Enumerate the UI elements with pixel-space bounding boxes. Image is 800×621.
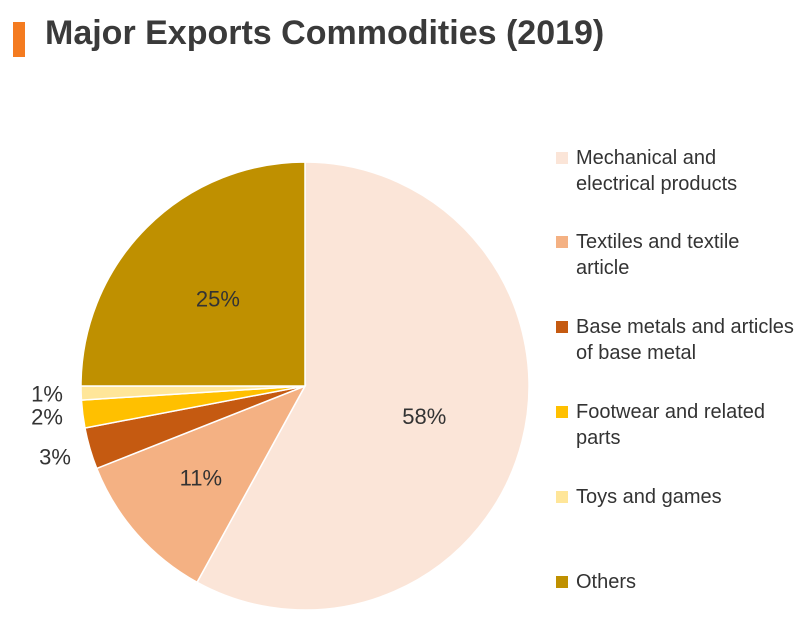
legend-item-mechanical: Mechanical and electrical products [556,145,796,197]
pie-label-others: 25% [196,286,240,311]
legend-label: Textiles and textile article [576,231,740,279]
legend-swatch [556,236,568,248]
legend-item-toys: Toys and games [556,484,796,510]
pie-label-footwear: 2% [31,405,63,430]
legend-swatch [556,321,568,333]
legend-swatch [556,152,568,164]
legend-swatch [556,406,568,418]
legend-item-footwear: Footwear and related parts [556,399,796,451]
pie-slice-mechanical [196,161,530,611]
legend-label: Footwear and related parts [576,401,766,449]
legend-swatch [556,576,568,588]
legend-label: Others [576,571,637,593]
title-accent-bar [13,22,25,57]
pie-label-base-metals: 3% [39,445,71,470]
pie-label-mechanical: 58% [402,404,446,429]
legend-label: Toys and games [576,486,722,508]
legend-label: Base metals and articles of base metal [576,316,794,364]
legend-item-others: Others [556,569,796,595]
pie-label-toys: 1% [31,382,63,407]
legend-swatch [556,491,568,503]
pie-slice-textiles [95,384,307,584]
legend-item-base-metals: Base metals and articles of base metal [556,314,796,366]
legend-label: Mechanical and electrical products [576,147,738,195]
page-title: Major Exports Commodities (2019) [45,14,605,52]
legend-item-textiles: Textiles and textile article [556,229,796,281]
pie-slice-others [80,161,306,387]
pie-label-textiles: 11% [180,465,222,490]
